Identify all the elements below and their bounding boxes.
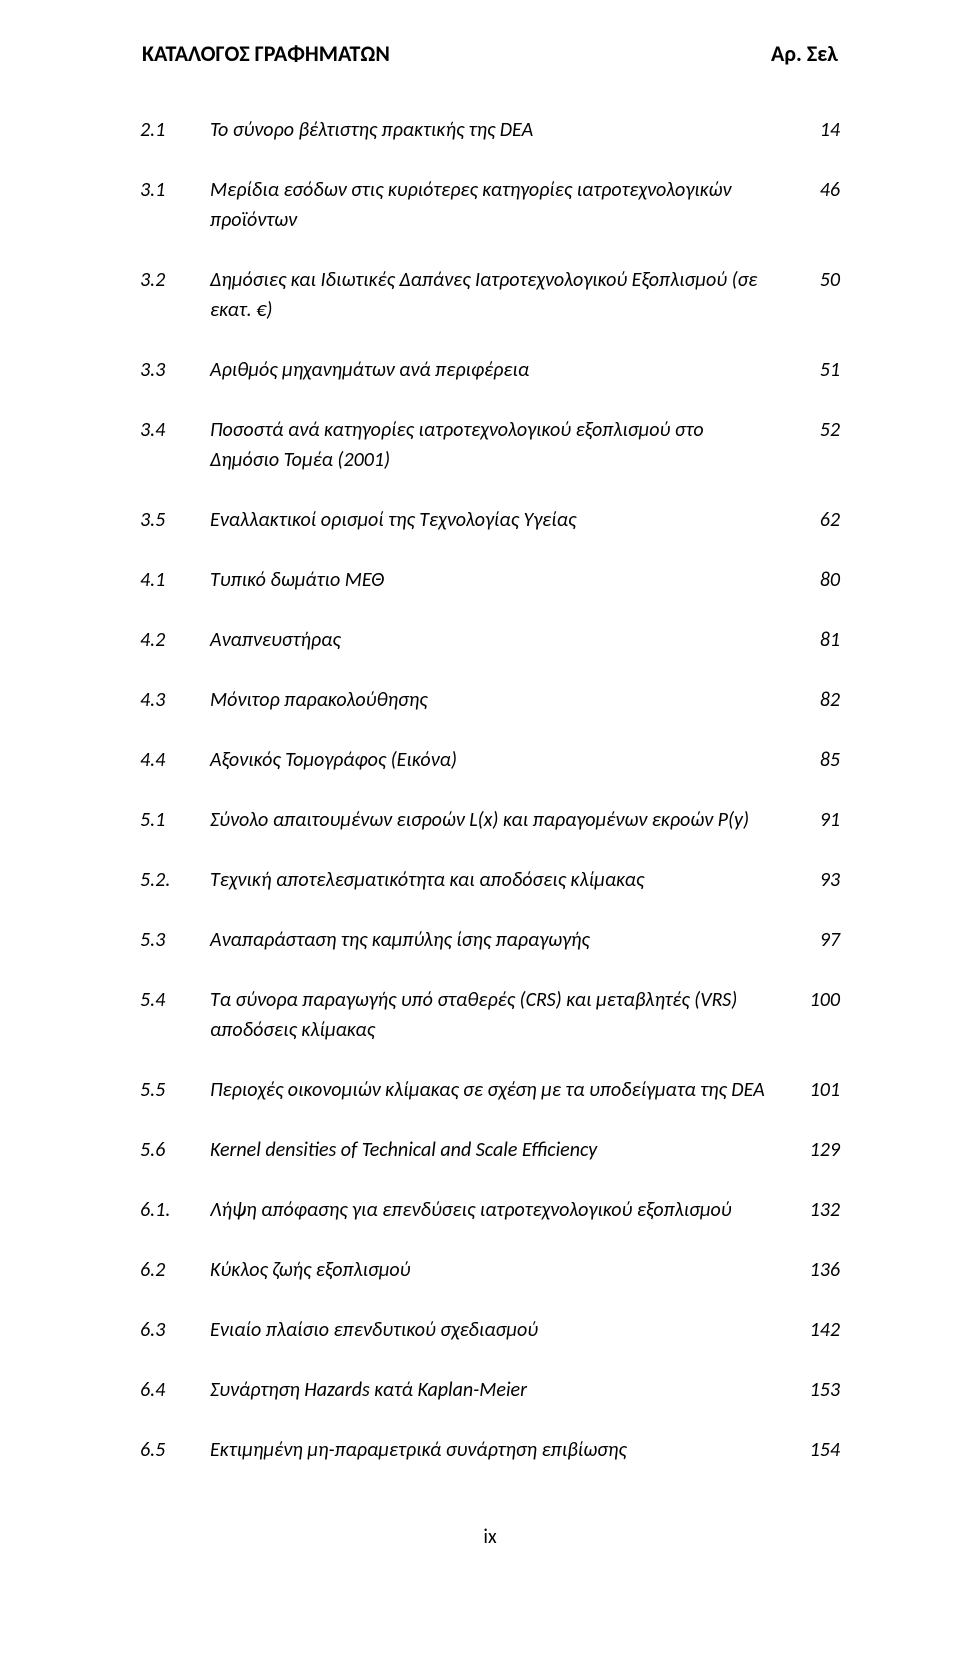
entry-description: Αριθμός μηχανημάτων ανά περιφέρεια xyxy=(210,355,790,385)
entry-number: 3.5 xyxy=(140,505,210,535)
list-item: 6.1.Λήψη απόφασης για επενδύσεις ιατροτε… xyxy=(140,1195,840,1225)
entry-description: Το σύνορο βέλτιστης πρακτικής της DEA xyxy=(210,115,790,145)
entry-page: 80 xyxy=(790,565,840,595)
entry-number: 5.1 xyxy=(140,805,210,835)
entry-number: 4.4 xyxy=(140,745,210,775)
list-item: 4.3Μόνιτορ παρακολούθησης82 xyxy=(140,685,840,715)
entry-page: 101 xyxy=(790,1075,840,1105)
entry-number: 2.1 xyxy=(140,115,210,145)
entry-number: 6.2 xyxy=(140,1255,210,1285)
entry-page: 85 xyxy=(790,745,840,775)
entry-description: Λήψη απόφασης για επενδύσεις ιατροτεχνολ… xyxy=(210,1195,790,1225)
list-item: 5.1Σύνολο απαιτουμένων εισροών L(x) και … xyxy=(140,805,840,835)
entry-number: 4.1 xyxy=(140,565,210,595)
entry-page: 46 xyxy=(790,175,840,205)
entry-page: 52 xyxy=(790,415,840,445)
entry-page: 129 xyxy=(790,1135,840,1165)
entry-number: 5.6 xyxy=(140,1135,210,1165)
entry-number: 3.1 xyxy=(140,175,210,205)
entry-number: 5.4 xyxy=(140,985,210,1015)
entry-description: Μερίδια εσόδων στις κυριότερες κατηγορίε… xyxy=(210,175,790,235)
list-item: 4.1Τυπικό δωμάτιο ΜΕΘ80 xyxy=(140,565,840,595)
list-item: 6.2Κύκλος ζωής εξοπλισμού136 xyxy=(140,1255,840,1285)
list-item: 3.2Δημόσιες και Ιδιωτικές Δαπάνες Ιατροτ… xyxy=(140,265,840,325)
entry-page: 142 xyxy=(790,1315,840,1345)
entry-description: Τεχνική αποτελεσματικότητα και αποδόσεις… xyxy=(210,865,790,895)
entry-number: 6.4 xyxy=(140,1375,210,1405)
list-header: ΚΑΤΑΛΟΓΟΣ ΓΡΑΦΗΜΑΤΩΝ Αρ. Σελ xyxy=(140,40,840,67)
entry-page: 62 xyxy=(790,505,840,535)
entry-number: 6.3 xyxy=(140,1315,210,1345)
entry-number: 4.3 xyxy=(140,685,210,715)
entry-number: 3.4 xyxy=(140,415,210,445)
entry-page: 82 xyxy=(790,685,840,715)
entry-page: 154 xyxy=(790,1435,840,1465)
entry-number: 6.1. xyxy=(140,1195,210,1225)
entry-description: Περιοχές οικονομιών κλίμακας σε σχέση με… xyxy=(210,1075,790,1105)
entry-description: Τα σύνορα παραγωγής υπό σταθερές (CRS) κ… xyxy=(210,985,790,1045)
list-item: 3.1Μερίδια εσόδων στις κυριότερες κατηγο… xyxy=(140,175,840,235)
list-item: 5.4Τα σύνορα παραγωγής υπό σταθερές (CRS… xyxy=(140,985,840,1045)
entry-description: Kernel densities of Technical and Scale … xyxy=(210,1135,790,1165)
entry-number: 5.5 xyxy=(140,1075,210,1105)
entry-page: 153 xyxy=(790,1375,840,1405)
entry-page: 51 xyxy=(790,355,840,385)
list-item: 6.4Συνάρτηση Hazards κατά Kaplan-Meier15… xyxy=(140,1375,840,1405)
entry-description: Ποσοστά ανά κατηγορίες ιατροτεχνολογικού… xyxy=(210,415,790,475)
entry-number: 6.5 xyxy=(140,1435,210,1465)
list-item: 5.6Kernel densities of Technical and Sca… xyxy=(140,1135,840,1165)
entry-description: Συνάρτηση Hazards κατά Kaplan-Meier xyxy=(210,1375,790,1405)
list-item: 3.5Εναλλακτικοί ορισμοί της Τεχνολογίας … xyxy=(140,505,840,535)
page-column-header: Αρ. Σελ xyxy=(771,40,838,67)
entry-description: Εναλλακτικοί ορισμοί της Τεχνολογίας Υγε… xyxy=(210,505,790,535)
list-item: 5.5Περιοχές οικονομιών κλίμακας σε σχέση… xyxy=(140,1075,840,1105)
list-item: 5.3Αναπαράσταση της καμπύλης ίσης παραγω… xyxy=(140,925,840,955)
entry-description: Κύκλος ζωής εξοπλισμού xyxy=(210,1255,790,1285)
list-item: 3.3Αριθμός μηχανημάτων ανά περιφέρεια51 xyxy=(140,355,840,385)
entry-number: 5.3 xyxy=(140,925,210,955)
entry-number: 3.2 xyxy=(140,265,210,295)
entry-page: 97 xyxy=(790,925,840,955)
entry-description: Δημόσιες και Ιδιωτικές Δαπάνες Ιατροτεχν… xyxy=(210,265,790,325)
entry-description: Ενιαίο πλαίσιο επενδυτικού σχεδιασμού xyxy=(210,1315,790,1345)
entry-page: 81 xyxy=(790,625,840,655)
list-item: 2.1Το σύνορο βέλτιστης πρακτικής της DEA… xyxy=(140,115,840,145)
entry-page: 100 xyxy=(790,985,840,1015)
entry-description: Αξονικός Τομογράφος (Εικόνα) xyxy=(210,745,790,775)
list-item: 5.2.Τεχνική αποτελεσματικότητα και αποδό… xyxy=(140,865,840,895)
entry-page: 14 xyxy=(790,115,840,145)
entry-page: 136 xyxy=(790,1255,840,1285)
list-item: 4.4Αξονικός Τομογράφος (Εικόνα)85 xyxy=(140,745,840,775)
entry-description: Σύνολο απαιτουμένων εισροών L(x) και παρ… xyxy=(210,805,790,835)
entry-page: 93 xyxy=(790,865,840,895)
entry-description: Τυπικό δωμάτιο ΜΕΘ xyxy=(210,565,790,595)
page-title: ΚΑΤΑΛΟΓΟΣ ΓΡΑΦΗΜΑΤΩΝ xyxy=(142,40,390,67)
list-item: 6.5Εκτιμημένη μη-παραμετρικά συνάρτηση ε… xyxy=(140,1435,840,1465)
entry-description: Αναπνευστήρας xyxy=(210,625,790,655)
entry-page: 91 xyxy=(790,805,840,835)
entry-number: 4.2 xyxy=(140,625,210,655)
entry-number: 3.3 xyxy=(140,355,210,385)
entry-page: 50 xyxy=(790,265,840,295)
list-item: 4.2Αναπνευστήρας81 xyxy=(140,625,840,655)
entry-description: Εκτιμημένη μη-παραμετρικά συνάρτηση επιβ… xyxy=(210,1435,790,1465)
entry-description: Μόνιτορ παρακολούθησης xyxy=(210,685,790,715)
entry-number: 5.2. xyxy=(140,865,210,895)
page-number: ix xyxy=(140,1525,840,1549)
list-of-figures: 2.1Το σύνορο βέλτιστης πρακτικής της DEA… xyxy=(140,115,840,1495)
entry-page: 132 xyxy=(790,1195,840,1225)
list-item: 3.4Ποσοστά ανά κατηγορίες ιατροτεχνολογι… xyxy=(140,415,840,475)
entry-description: Αναπαράσταση της καμπύλης ίσης παραγωγής xyxy=(210,925,790,955)
list-item: 6.3Ενιαίο πλαίσιο επενδυτικού σχεδιασμού… xyxy=(140,1315,840,1345)
